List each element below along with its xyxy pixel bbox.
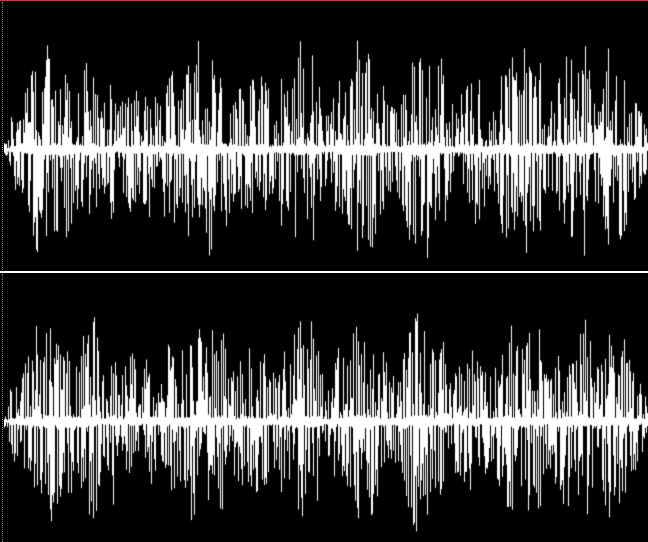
waveform-right[interactable]: [4, 273, 648, 542]
amplitude-ruler-right: [0, 274, 3, 542]
channel-panel-right[interactable]: [0, 273, 648, 542]
waveform-editor: [0, 0, 648, 542]
amplitude-ruler-left: [0, 2, 3, 270]
waveform-left[interactable]: [4, 1, 648, 271]
channel-panel-left[interactable]: [0, 1, 648, 271]
